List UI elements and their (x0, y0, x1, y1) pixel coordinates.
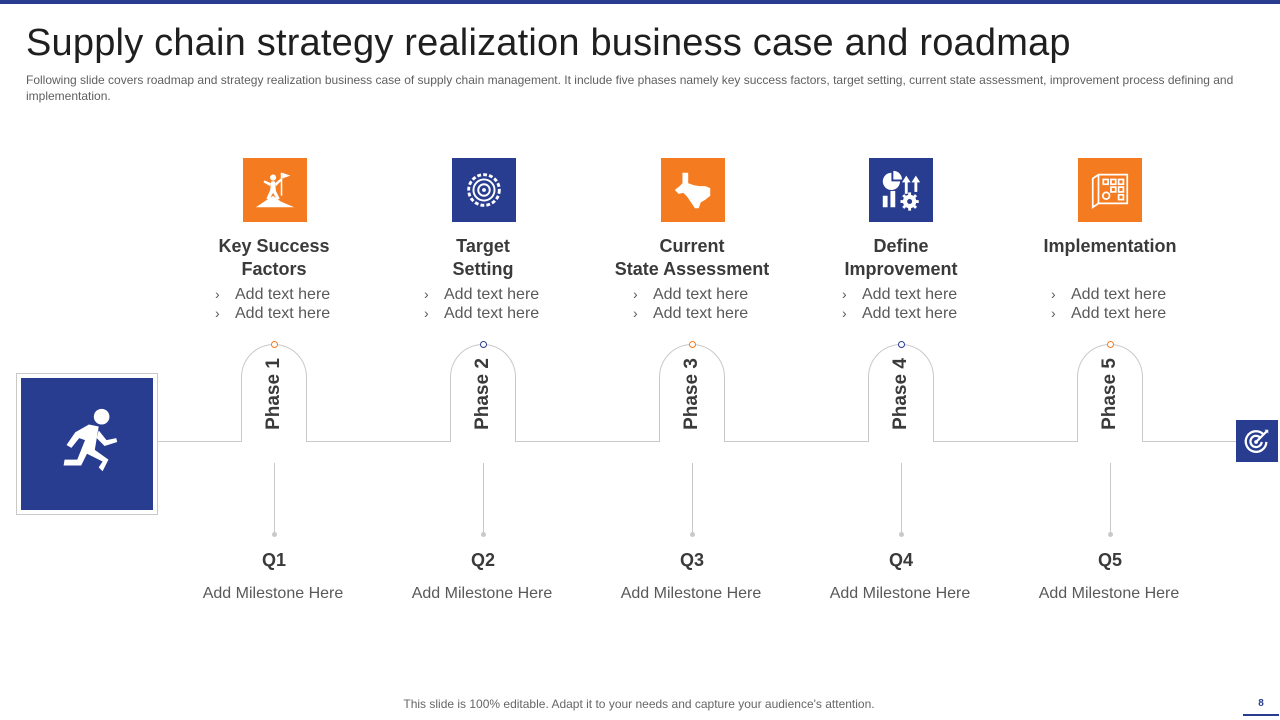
milestone-text: Add Milestone Here (1038, 585, 1180, 602)
list-item: › Add text here (215, 304, 365, 323)
phase-2-heading-line2: Setting (452, 259, 514, 279)
list-item: › Add text here (215, 285, 365, 304)
phase-4-bullets: › Add text here › Add text here (842, 285, 992, 323)
chevron-right-icon: › (842, 286, 847, 302)
milestone-text: Add Milestone Here (411, 585, 553, 602)
bullet-text: Add text here (444, 305, 540, 322)
phase-3-dot (689, 341, 696, 348)
page-title: Supply chain strategy realization busine… (26, 22, 1071, 64)
bullet-text: Add text here (235, 286, 331, 303)
chevron-right-icon: › (215, 286, 220, 302)
milestone-text: Add Milestone Here (620, 585, 762, 602)
chevron-right-icon: › (633, 286, 638, 302)
phase-4-heading-line1: Define (873, 236, 929, 256)
footer-note: This slide is 100% editable. Adapt it to… (403, 697, 875, 711)
phase-2-dot (480, 341, 487, 348)
milestone-text: Add Milestone Here (202, 585, 344, 602)
phase-2-heading-line1: Target (456, 236, 510, 256)
list-item: › Add text here (424, 304, 574, 323)
bullet-text: Add text here (444, 286, 540, 303)
phase-1-heading: Key Success Factors (164, 235, 384, 281)
texas-map-icon (661, 158, 725, 222)
list-item: › Add text here (842, 285, 992, 304)
quarter-label: Q5 (1097, 550, 1122, 570)
chevron-right-icon: › (633, 305, 638, 321)
phase-1-stem-dot (272, 532, 277, 537)
phase-5-label: Phase 5 (1099, 357, 1120, 430)
list-item: › Add text here (1051, 304, 1201, 323)
bullet-text: Add text here (235, 305, 331, 322)
bullet-text: Add text here (862, 286, 958, 303)
phase-5-heading: Implementation (1000, 235, 1220, 258)
phase-2-tab: Phase 2 (450, 344, 516, 442)
phase-3-stem-dot (690, 532, 695, 537)
phase-5-heading-line1: Implementation (1043, 236, 1177, 256)
phase-3-heading-line1: Current (659, 236, 725, 256)
chevron-right-icon: › (215, 305, 220, 321)
phase-1-dot (271, 341, 278, 348)
bullet-text: Add text here (862, 305, 958, 322)
chart-gear-icon (869, 158, 933, 222)
chevron-right-icon: › (842, 305, 847, 321)
phase-5-stem-dot (1108, 532, 1113, 537)
list-item: › Add text here (424, 285, 574, 304)
quarter-label: Q2 (470, 550, 495, 570)
list-item: › Add text here (633, 304, 783, 323)
bullet-text: Add text here (653, 305, 749, 322)
blueprint-map-icon (1078, 158, 1142, 222)
list-item: › Add text here (842, 304, 992, 323)
phase-2-bullets: › Add text here › Add text here (424, 285, 574, 323)
phase-3-stem (692, 463, 693, 533)
chevron-right-icon: › (424, 286, 429, 302)
phase-1-stem (274, 463, 275, 533)
milestone-text: Add Milestone Here (829, 585, 971, 602)
phase-4-heading: Define Improvement (791, 235, 1011, 281)
phase-5-bullets: › Add text here › Add text here (1051, 285, 1201, 323)
phase-4-stem-dot (899, 532, 904, 537)
page-number-underline (1243, 714, 1279, 716)
phase-4-tab: Phase 4 (868, 344, 934, 442)
bullet-text: Add text here (1071, 286, 1167, 303)
phase-2-heading: Target Setting (373, 235, 593, 281)
phase-3-heading-line2: State Assessment (614, 259, 770, 279)
phase-4-heading-line2: Improvement (844, 259, 958, 279)
start-marker (16, 373, 158, 515)
phase-1-tab: Phase 1 (241, 344, 307, 442)
quarter-label: Q4 (888, 550, 913, 570)
phase-2-stem (483, 463, 484, 533)
bullet-text: Add text here (653, 286, 749, 303)
quarter-label: Q1 (261, 550, 286, 570)
phase-1-bullets: › Add text here › Add text here (215, 285, 365, 323)
bullet-text: Add text here (1071, 305, 1167, 322)
list-item: › Add text here (633, 285, 783, 304)
target-icon (1236, 420, 1278, 462)
phase-1-heading-line2: Factors (241, 259, 307, 279)
running-person-icon (21, 378, 153, 510)
phase-4-label: Phase 4 (890, 357, 911, 430)
page-subtitle: Following slide covers roadmap and strat… (26, 73, 1234, 103)
climber-flag-icon (243, 158, 307, 222)
phase-1-heading-line1: Key Success (218, 236, 330, 256)
chevron-right-icon: › (1051, 305, 1056, 321)
list-item: › Add text here (1051, 285, 1201, 304)
chevron-right-icon: › (1051, 286, 1056, 302)
phase-3-bullets: › Add text here › Add text here (633, 285, 783, 323)
phase-4-dot (898, 341, 905, 348)
top-accent-bar (0, 0, 1280, 4)
phase-2-stem-dot (481, 532, 486, 537)
phase-5-stem (1110, 463, 1111, 533)
phase-3-tab: Phase 3 (659, 344, 725, 442)
page-number: 8 (1258, 698, 1264, 709)
phase-5-tab: Phase 5 (1077, 344, 1143, 442)
phase-3-heading: Current State Assessment (582, 235, 802, 281)
phase-2-label: Phase 2 (472, 357, 493, 430)
phase-1-label: Phase 1 (263, 357, 284, 430)
chevron-right-icon: › (424, 305, 429, 321)
quarter-label: Q3 (679, 550, 704, 570)
target-gear-icon (452, 158, 516, 222)
phase-3-label: Phase 3 (681, 357, 702, 430)
phase-5-dot (1107, 341, 1114, 348)
phase-4-stem (901, 463, 902, 533)
